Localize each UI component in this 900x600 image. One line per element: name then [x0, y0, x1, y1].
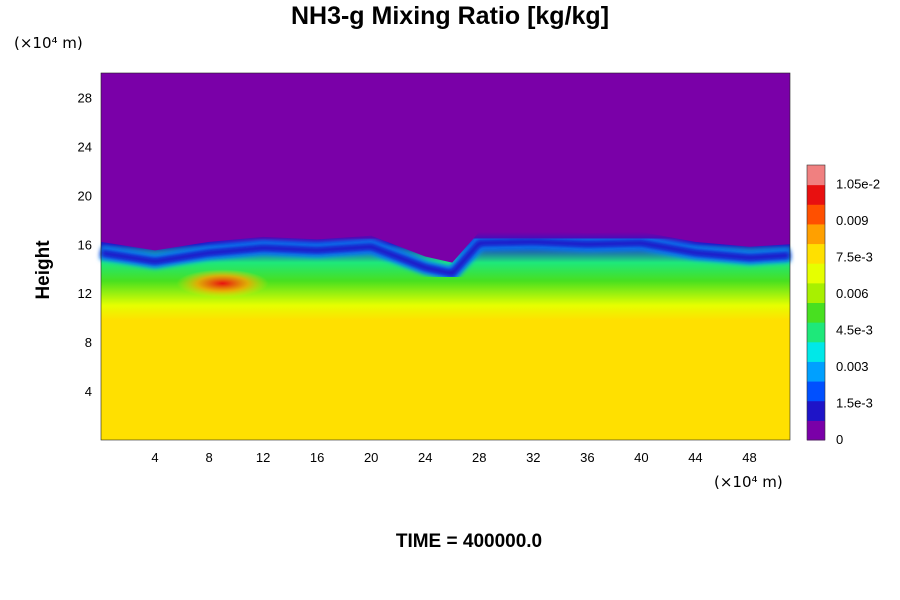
peak-region	[176, 269, 269, 298]
colorbar-segment	[807, 420, 825, 441]
colorbar-segment	[807, 322, 825, 343]
x-tick-label: 28	[472, 450, 486, 465]
y-tick-label: 20	[78, 188, 92, 203]
x-tick-label: 4	[151, 450, 158, 465]
x-tick-label: 44	[688, 450, 702, 465]
x-axis-ticks: 4 8 12 16 20 24 28 32 36 40 44 48	[151, 450, 756, 465]
colorbar-tick-label: 0.006	[836, 286, 869, 301]
colorbar-tick-label: 0	[836, 432, 843, 447]
colorbar-segment	[807, 184, 825, 205]
x-tick-label: 12	[256, 450, 270, 465]
y-tick-label: 28	[78, 90, 92, 105]
chart-title: NH3-g Mixing Ratio [kg/kg]	[290, 2, 610, 30]
heatmap-field	[99, 72, 791, 441]
colorbar-frame	[806, 164, 826, 441]
colorbar-segment	[807, 282, 825, 303]
colorbar-segment	[807, 243, 825, 264]
colorbar-tick-label: 7.5e-3	[836, 249, 873, 264]
y-tick-label: 24	[78, 139, 92, 154]
x-tick-label: 24	[418, 450, 432, 465]
colorbar: 0 1.5e-3 0.003 4.5e-3 0.006 7.5e-3 0.009 1.05e-…	[806, 164, 880, 447]
x-tick-label: 8	[205, 450, 212, 465]
colorbar-tick-label: 1.05e-2	[836, 176, 880, 191]
time-footer: TIME = 400000.0	[395, 531, 543, 552]
colorbar-segment	[807, 263, 825, 284]
y-tick-label: 12	[78, 286, 92, 301]
plot-frame	[100, 72, 791, 441]
colorbar-tick-label: 4.5e-3	[836, 322, 873, 337]
colorbar-segment	[807, 381, 825, 402]
y-unit-label: (×10⁴ m)	[14, 34, 83, 52]
y-axis-ticks: 4 8 12 16 20 24 28	[78, 90, 92, 399]
x-tick-label: 32	[526, 450, 540, 465]
colorbar-segment	[807, 204, 825, 225]
colorbar-segment	[807, 165, 825, 186]
y-tick-label: 4	[85, 384, 92, 399]
colorbar-segment	[807, 361, 825, 382]
x-tick-label: 48	[742, 450, 756, 465]
colorbar-tick-label: 0.003	[836, 359, 869, 374]
colorbar-segment	[807, 400, 825, 421]
colorbar-segment	[807, 341, 825, 362]
x-tick-label: 20	[364, 450, 378, 465]
colorbar-segment	[807, 223, 825, 245]
x-tick-label: 16	[310, 450, 324, 465]
x-tick-label: 40	[634, 450, 648, 465]
x-tick-label: 36	[580, 450, 594, 465]
colorbar-tick-label: 1.5e-3	[836, 395, 873, 410]
upper-region	[101, 73, 790, 263]
cloud-edge-blue	[100, 237, 791, 279]
x-unit-label: (×10⁴ m)	[714, 473, 783, 491]
y-tick-label: 16	[78, 237, 92, 252]
colorbar-segment	[807, 302, 825, 323]
colorbar-tick-label: 0.009	[836, 213, 869, 228]
y-tick-label: 8	[85, 335, 92, 350]
